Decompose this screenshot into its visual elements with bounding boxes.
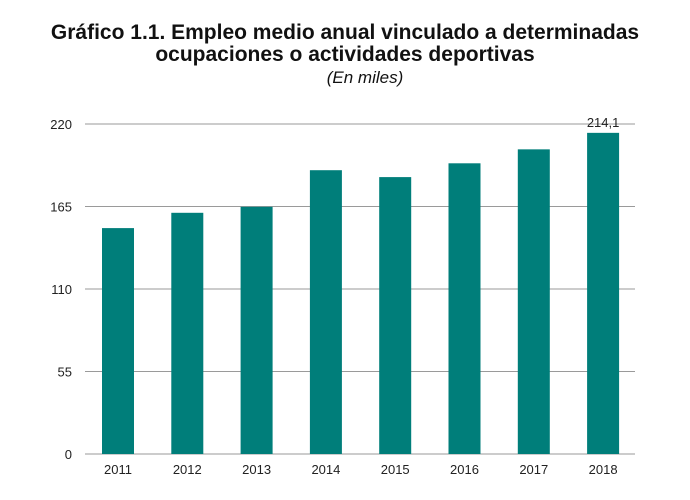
y-tick-label: 165	[50, 200, 72, 215]
x-tick-label: 2012	[173, 462, 202, 477]
y-tick-label: 110	[51, 282, 72, 297]
data-label: 214,1	[587, 115, 620, 130]
x-tick-label: 2014	[311, 462, 340, 477]
bar	[102, 228, 134, 454]
y-tick-label: 220	[50, 117, 72, 132]
chart-subtitle: (En miles)	[326, 68, 404, 87]
x-tick-label: 2017	[519, 462, 548, 477]
bar	[171, 212, 204, 454]
bar	[587, 132, 620, 454]
bar	[517, 149, 550, 454]
chart-title: Gráfico 1.1. Empleo medio anual vinculad…	[50, 21, 640, 66]
bar	[448, 163, 481, 455]
bar	[309, 170, 342, 454]
x-tick-label: 2013	[242, 462, 271, 477]
y-tick-label: 55	[58, 365, 72, 380]
x-tick-label: 2018	[589, 462, 618, 477]
x-tick-label: 2016	[450, 462, 479, 477]
x-tick-label: 2015	[381, 462, 410, 477]
y-tick-label: 0	[65, 447, 72, 462]
bar	[379, 177, 412, 454]
bar	[240, 206, 273, 454]
x-tick-label: 2011	[104, 462, 132, 477]
